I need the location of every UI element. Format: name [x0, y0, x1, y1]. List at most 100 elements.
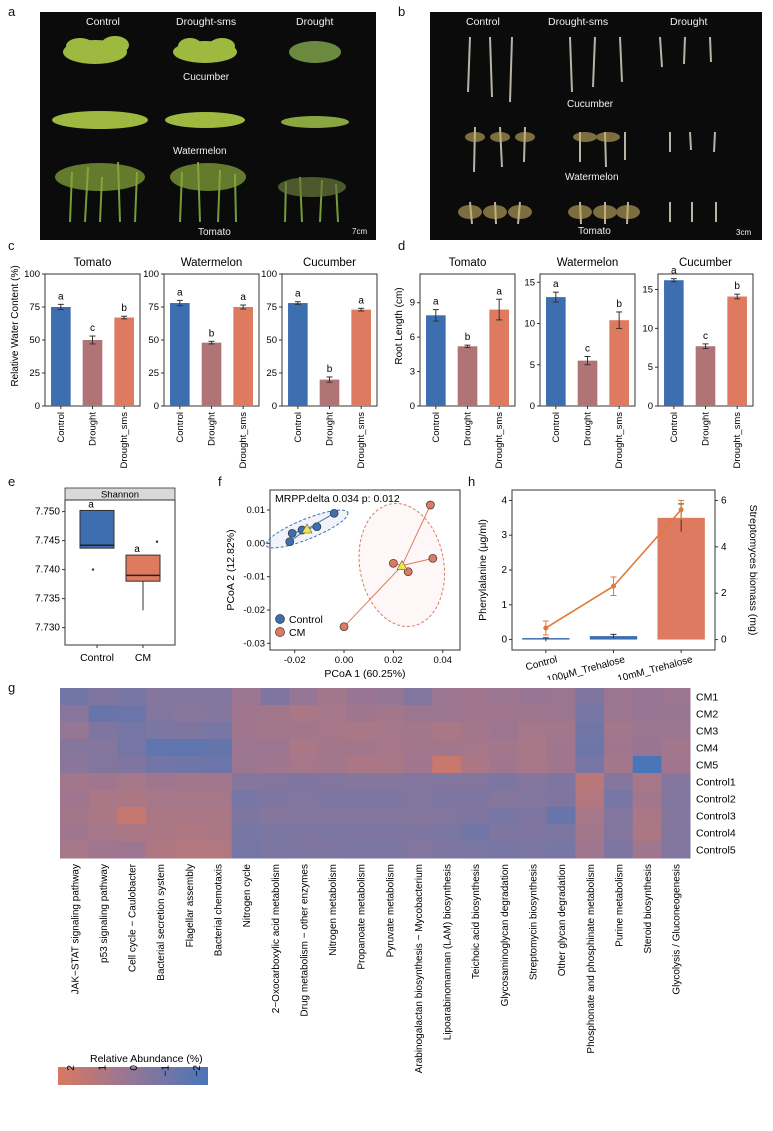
heatmap-cell [203, 739, 233, 757]
heatmap-cell [518, 824, 548, 842]
heatmap-cell [260, 739, 290, 757]
y-tick-label: 25 [266, 368, 277, 379]
heatmap-cell [60, 722, 90, 740]
y-right-tick-label: 0 [721, 635, 727, 646]
heatmap-cell [117, 756, 147, 774]
panel-label-f: f [218, 474, 222, 489]
line-point [543, 625, 549, 631]
heatmap-cell [117, 807, 147, 825]
heatmap-cell [203, 705, 233, 723]
heatmap-cell [346, 688, 376, 706]
heatmap-cell [346, 722, 376, 740]
heatmap-cell [518, 807, 548, 825]
heatmap-cell [432, 841, 462, 859]
bar [577, 360, 598, 406]
x-tick-label: Control [293, 412, 304, 443]
heatmap-cell [546, 756, 576, 774]
x-tick-label: 0.02 [384, 655, 403, 666]
chart-title: Shannon [101, 490, 139, 501]
centroid-marker [301, 523, 313, 534]
x-tick-label: Drought_sms [238, 412, 249, 469]
y-right-axis-title: Streptomyces biomass (mg) [747, 505, 759, 636]
heatmap-cell [432, 790, 462, 808]
heatmap-cell [117, 841, 147, 859]
heatmap-cell [489, 807, 519, 825]
heatmap-cell [231, 841, 261, 859]
heatmap-cell [60, 773, 90, 791]
column-label: Drug metabolism − other enzymes [299, 864, 310, 1017]
x-tick-label: Drought_sms [614, 412, 625, 469]
photo-a-col-drought-sms: Drought-sms [176, 16, 237, 28]
heatmap-cell [604, 722, 634, 740]
heatmap-cell [317, 807, 347, 825]
heatmap-cell [117, 773, 147, 791]
heatmap-cell [489, 705, 519, 723]
heatmap-cell [432, 824, 462, 842]
heatmap-cell [604, 824, 634, 842]
photo-b-col-drought-sms: Drought-sms [548, 16, 609, 28]
heatmap-cell [546, 841, 576, 859]
significance-letter: a [88, 499, 94, 510]
heatmap-cell [203, 841, 233, 859]
y-tick-label: 7.750 [35, 507, 60, 518]
y-tick-label: 1 [501, 600, 507, 611]
heatmap-cell [489, 841, 519, 859]
significance-letter: a [358, 295, 364, 306]
heatmap-cell [317, 841, 347, 859]
heatmap-cell [145, 705, 176, 723]
heatmap-cell [346, 807, 376, 825]
heatmap-cell [117, 705, 147, 723]
heatmap-cell [317, 705, 347, 723]
heatmap-cell [317, 790, 347, 808]
heatmap-cell [632, 756, 662, 774]
chart-g-heatmap: CM1 CM2 CM3 CM4 CM5 Control1 Control2 Control3 C… [58, 688, 736, 1085]
heatmap-cell [346, 790, 376, 808]
column-label: Arabinogalactan biosynthesis − Mycobacte… [414, 864, 425, 1073]
row-label: CM4 [696, 743, 718, 755]
heatmap-cell [375, 739, 405, 757]
subplot-title: Cucumber [303, 257, 356, 269]
y-tick-label: 0 [272, 401, 277, 412]
data-point [339, 622, 349, 632]
data-point [329, 508, 339, 518]
heatmap-cell [575, 824, 605, 842]
bar [51, 307, 71, 406]
mrpp-annotation: MRPP.delta 0.034 p: 0.012 [275, 493, 400, 505]
heatmap-cell [661, 773, 691, 791]
significance-letter: a [433, 297, 439, 308]
heatmap-cell [432, 756, 462, 774]
column-label: Bacterial chemotaxis [214, 864, 225, 956]
heatmap-cell [403, 773, 433, 791]
x-tick-label: Control [525, 654, 559, 673]
heatmap-cell [231, 807, 261, 825]
y-tick-label: 5 [648, 362, 653, 373]
heatmap-cell [60, 688, 90, 706]
heatmap-cell [460, 722, 491, 740]
heatmap-cell [231, 739, 261, 757]
heatmap-cell [632, 824, 662, 842]
heatmap-cell [203, 773, 233, 791]
column-label: Nitrogen metabolism [328, 864, 339, 956]
heatmap-cell [60, 841, 90, 859]
heatmap-cell [489, 824, 519, 842]
heatmap-cell [375, 773, 405, 791]
heatmap-cell [60, 824, 90, 842]
column-label: Teichoic acid biosynthesis [471, 864, 482, 979]
y-axis-title: Phenylalanine (μg/ml) [477, 519, 489, 621]
legend-colorbar [58, 1067, 208, 1085]
significance-letter: a [671, 266, 677, 277]
heatmap-cell [403, 722, 433, 740]
bar [114, 317, 134, 406]
heatmap-cell [604, 807, 634, 825]
heatmap-cell [289, 790, 319, 808]
heatmap-cell [260, 722, 290, 740]
heatmap-cell [489, 756, 519, 774]
box [79, 509, 115, 549]
data-point [428, 553, 438, 563]
bar [695, 346, 716, 406]
x-tick-label: Drought [207, 412, 218, 446]
heatmap-cell [88, 790, 118, 808]
heatmap-cell [604, 841, 634, 859]
heatmap-cell [375, 790, 405, 808]
column-label: Propanoate metabolism [357, 864, 368, 970]
